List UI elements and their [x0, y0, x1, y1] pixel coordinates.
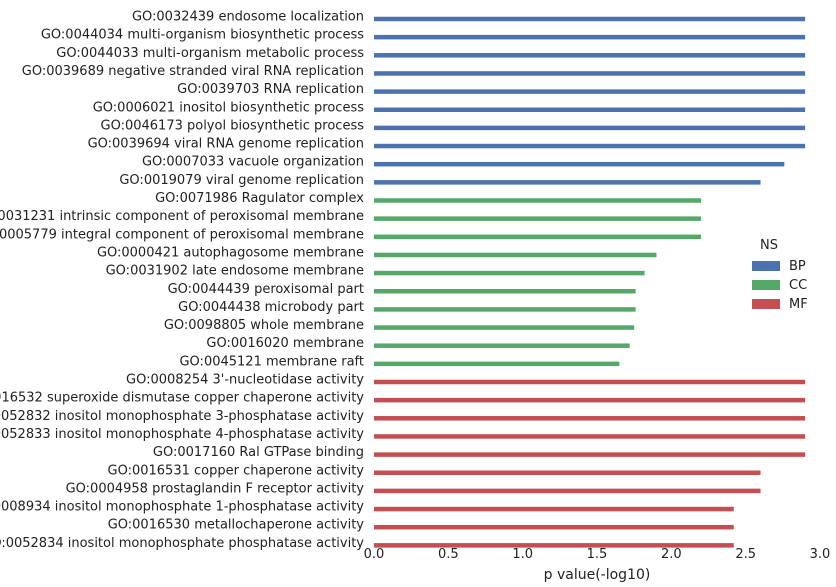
category-label: GO:0098805 whole membrane	[164, 318, 364, 333]
bar-bp	[374, 107, 806, 112]
bar-mf	[374, 379, 806, 385]
x-tick-label: 0.5	[438, 547, 459, 562]
bar-mf	[374, 506, 734, 512]
category-label: GO:0044438 microbody part	[178, 300, 364, 315]
category-label: GO:0039703 RNA replication	[177, 82, 364, 97]
bar-cc	[374, 289, 636, 294]
bar-bp	[374, 89, 806, 94]
bar-bp	[374, 161, 785, 167]
category-label: GO:0046173 polyol biosynthetic process	[101, 118, 365, 133]
bar-cc	[374, 361, 620, 367]
category-label: GO:0000421 autophagosome membrane	[97, 245, 364, 260]
category-label: GO:0031231 intrinsic component of peroxi…	[0, 209, 364, 224]
bar-mf	[374, 488, 761, 494]
legend-label-bp: BP	[789, 259, 806, 274]
legend-swatch-mf	[752, 299, 780, 309]
category-label: GO:0039689 negative stranded viral RNA r…	[22, 64, 364, 79]
bar-bp	[374, 53, 806, 58]
category-label: GO:0071986 Ragulator complex	[155, 191, 364, 206]
bar-cc	[374, 234, 702, 240]
bar-mf	[374, 452, 806, 457]
category-label: GO:0006021 inositol biosynthetic process	[93, 100, 365, 115]
x-tick-label: 2.5	[735, 547, 756, 562]
category-label: GO:0044439 peroxisomal part	[168, 282, 364, 297]
category-label: GO:0045121 membrane raft	[179, 354, 364, 369]
category-label: GO:0039694 viral RNA genome replication	[88, 137, 364, 152]
x-tick-label: 1.5	[587, 547, 608, 562]
category-labels: GO:0032439 endosome localization GO:00440…	[0, 10, 364, 551]
x-tick-label: 0.0	[364, 547, 385, 562]
legend: NS BP CC MF	[752, 238, 808, 312]
bars	[374, 16, 806, 548]
bar-bp	[374, 34, 806, 40]
bar-cc	[374, 270, 645, 276]
bar-cc	[374, 325, 635, 330]
category-label: GO:0032439 endosome localization	[132, 10, 364, 25]
bar-cc	[374, 307, 636, 312]
category-label: GO:0007033 vacuole organization	[142, 155, 364, 170]
x-tick-label: 2.0	[661, 547, 682, 562]
category-label: GO:0044033 multi-organism metabolic proc…	[56, 46, 364, 61]
category-label: GO:0004958 prostaglandin F receptor acti…	[66, 481, 365, 496]
bar-mf	[374, 416, 806, 421]
bar-bp	[374, 71, 806, 76]
bar-bp	[374, 143, 806, 149]
legend-swatch-bp	[752, 261, 780, 271]
bar-mf	[374, 470, 761, 475]
bar-mf	[374, 524, 734, 530]
category-label: GO:0016531 copper chaperone activity	[108, 463, 365, 478]
bar-mf	[374, 543, 734, 548]
category-label: GO:0017160 Ral GTPase binding	[153, 445, 364, 460]
bar-cc	[374, 216, 702, 221]
category-label: GO:0052834 inositol monophosphate phosph…	[0, 536, 364, 551]
x-axis: p value(-log10) 0.0 0.5 1.0 1.5 2.0 2.5 3.0	[364, 547, 831, 583]
category-label: GO:0052832 inositol monophosphate 3-phos…	[0, 409, 364, 424]
legend-title: NS	[760, 238, 778, 253]
bar-cc	[374, 343, 630, 348]
category-label: GO:0016530 metallochaperone activity	[108, 518, 365, 533]
category-label: GO:0031902 late endosome membrane	[106, 264, 364, 279]
category-label: GO:0005779 integral component of peroxis…	[0, 227, 364, 242]
category-label: GO:0052833 inositol monophosphate 4-phos…	[0, 427, 364, 442]
x-tick-label: 1.0	[512, 547, 533, 562]
bar-bp	[374, 180, 761, 185]
category-label: GO:0044034 multi-organism biosynthetic p…	[41, 28, 364, 43]
bar-mf	[374, 397, 806, 403]
legend-label-cc: CC	[789, 278, 807, 293]
category-label: GO:0016532 superoxide dismutase copper c…	[0, 391, 364, 406]
x-axis-label: p value(-log10)	[544, 567, 651, 583]
category-label: GO:0016020 membrane	[206, 336, 364, 351]
bar-cc	[374, 198, 702, 203]
bar-cc	[374, 252, 657, 258]
x-tick-label: 3.0	[810, 547, 831, 562]
bar-bp	[374, 125, 806, 131]
legend-swatch-cc	[752, 280, 780, 290]
legend-label-mf: MF	[789, 297, 808, 312]
category-label: GO:0019079 viral genome replication	[119, 173, 364, 188]
bar-mf	[374, 434, 806, 439]
bar-bp	[374, 16, 806, 22]
category-label: GO:0008934 inositol monophosphate 1-phos…	[0, 500, 364, 515]
category-label: GO:0008254 3'-nucleotidase activity	[126, 373, 364, 388]
